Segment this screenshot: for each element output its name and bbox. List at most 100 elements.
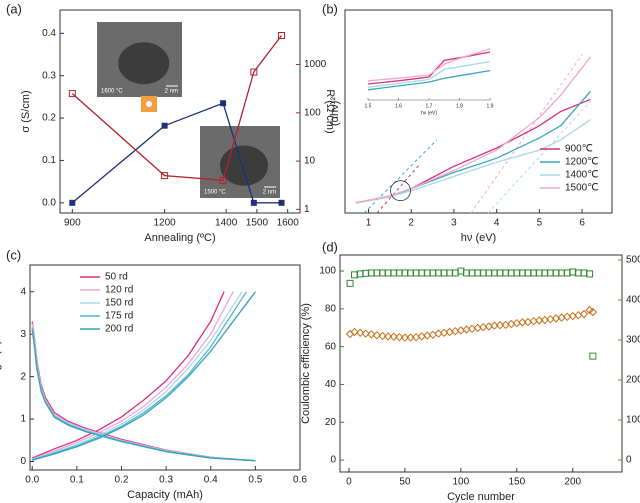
- x-axis-label: Capacity (mAh): [127, 489, 203, 501]
- x-tick-label: 5: [537, 218, 543, 229]
- point: [400, 333, 410, 342]
- point: [278, 199, 285, 206]
- y2-axis-label: R (Ω cm): [324, 89, 336, 133]
- x-tick-label: 0.4: [204, 475, 218, 486]
- y2-tick-label: 10: [304, 156, 316, 167]
- series-line: [355, 119, 591, 204]
- tem-particle: [220, 145, 268, 186]
- point: [220, 100, 227, 107]
- panel-label: (a): [6, 1, 22, 16]
- panel-label: (d): [322, 239, 338, 254]
- icon-dot: [146, 101, 152, 107]
- y-tick-label: 2: [20, 371, 26, 382]
- x-tick-label: 1500: [246, 218, 269, 229]
- fit-line: [470, 54, 583, 214]
- y-axis-label: σ (S/cm): [20, 90, 32, 132]
- x-tick-label: 0.3: [159, 475, 173, 486]
- point: [161, 172, 169, 180]
- y2-tick-label: 200: [626, 375, 640, 386]
- legend-label: 900℃: [565, 144, 593, 155]
- y2-tick-label: 100: [626, 415, 640, 426]
- y-tick-label: 4: [20, 286, 26, 297]
- inset-x-tick-label: 1.5: [365, 103, 372, 109]
- y-tick-label: 0: [330, 455, 336, 466]
- point: [161, 122, 168, 129]
- x-tick-label: 1600: [277, 218, 300, 229]
- x-tick-label: 50: [399, 477, 411, 488]
- y-axis-label: (αhν)²: [329, 97, 341, 126]
- y-tick-label: 0.1: [42, 155, 56, 166]
- legend-label: 1200℃: [565, 157, 598, 168]
- legend-label: 150 rd: [105, 298, 133, 309]
- fit-line: [363, 139, 438, 214]
- point: [589, 352, 597, 360]
- inset-x-label: hν (eV): [421, 110, 437, 116]
- point: [355, 328, 365, 338]
- inset-label: 1500 °C: [204, 190, 226, 196]
- point: [389, 332, 398, 342]
- series-line: [31, 291, 256, 462]
- inset-label: 1600 °C: [101, 89, 123, 95]
- legend-label: 50 rd: [105, 272, 128, 283]
- y-tick-label: 0.3: [42, 70, 56, 81]
- point: [579, 309, 589, 319]
- point: [383, 332, 393, 341]
- y2-tick-label: 1: [304, 204, 310, 215]
- y-tick-label: 0: [20, 456, 26, 467]
- series-line: [71, 35, 283, 181]
- y-tick-label: 0.0: [42, 197, 56, 208]
- inset-scale: 2 nm: [165, 89, 178, 95]
- point: [395, 332, 404, 342]
- point: [367, 330, 376, 339]
- point: [586, 270, 594, 278]
- y2-tick-label: 400: [626, 295, 640, 306]
- y-tick-label: 100: [319, 266, 336, 277]
- series-line: [31, 291, 247, 461]
- plot-frame: [344, 9, 613, 214]
- y-tick-label: 80: [325, 304, 337, 315]
- point: [588, 307, 598, 317]
- x-tick-label: 900: [64, 218, 81, 229]
- inset-scale: 2 nm: [263, 190, 276, 196]
- point: [378, 331, 387, 341]
- x-tick-label: 1200: [153, 218, 176, 229]
- y-tick-label: 1: [20, 414, 26, 425]
- point: [372, 330, 382, 340]
- series-line: [367, 60, 491, 88]
- point: [250, 199, 257, 206]
- y2-tick-label: 0: [626, 455, 632, 466]
- x-tick-label: 0.6: [293, 475, 307, 486]
- legend-label: 120 rd: [105, 285, 133, 296]
- plot-frame: [339, 254, 623, 473]
- inset-x-tick-label: 1.9: [487, 103, 494, 109]
- highlight-circle: [390, 180, 411, 202]
- legend-label: 200 rd: [105, 324, 133, 335]
- point: [219, 176, 227, 184]
- series-line: [367, 48, 491, 82]
- point: [350, 327, 359, 337]
- inset-x-tick-label: 1.8: [456, 103, 463, 109]
- x-tick-label: 2: [408, 218, 414, 229]
- y2-tick-label: 100: [304, 107, 321, 118]
- fit-line: [376, 163, 421, 214]
- y-tick-label: 40: [325, 379, 337, 390]
- series-line: [367, 69, 491, 91]
- y2-tick-label: 1000: [304, 59, 327, 70]
- inset-x-tick-label: 1.6: [395, 103, 402, 109]
- y-tick-label: 3: [20, 329, 26, 340]
- x-tick-label: 0.5: [248, 475, 262, 486]
- fit-line: [487, 100, 591, 214]
- x-tick-label: 200: [564, 477, 581, 488]
- point: [69, 199, 76, 206]
- x-tick-label: 4: [494, 218, 500, 229]
- y-tick-label: 0.2: [42, 113, 56, 124]
- plot-frame: [59, 9, 301, 214]
- x-axis-label: Cycle number: [447, 491, 515, 503]
- series-line: [31, 291, 256, 462]
- x-tick-label: 6: [579, 218, 585, 229]
- legend-label: 1500℃: [565, 183, 598, 194]
- x-axis-label: hν (eV): [461, 232, 496, 244]
- series-line: [355, 56, 592, 204]
- point: [346, 279, 354, 287]
